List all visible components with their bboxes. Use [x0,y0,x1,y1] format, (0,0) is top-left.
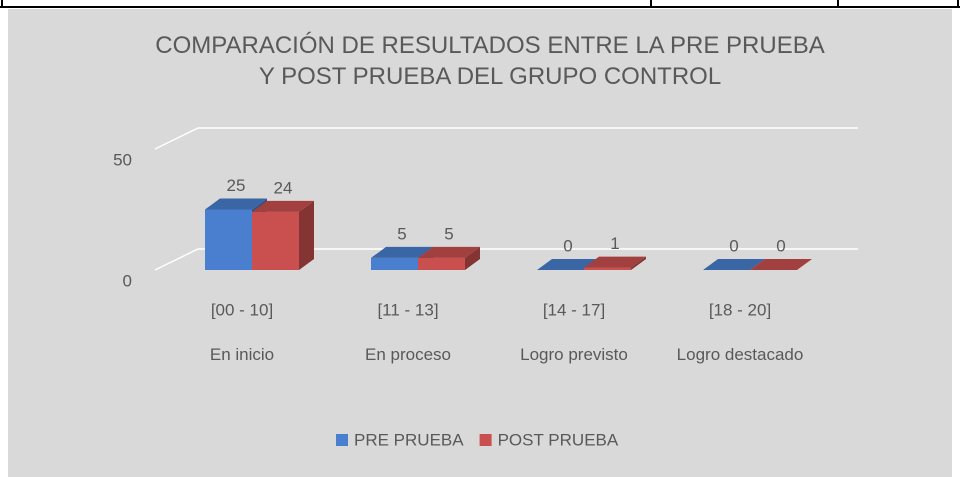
value-label: 1 [610,234,619,253]
value-label: 5 [444,224,453,243]
bar-top [418,246,480,258]
grid-line [154,248,858,271]
value-label: 0 [776,236,785,255]
bar-side [299,200,314,270]
value-label: 24 [274,178,293,197]
y-tick-label: 0 [123,271,132,290]
x-tick-label: [11 - 13] [377,300,438,319]
legend-swatch [336,434,348,446]
bar-top [703,259,765,270]
bar [418,257,465,270]
legend-swatch [479,434,492,446]
value-label: 0 [563,236,572,255]
bar [371,257,418,270]
legend-label: POST PRUEBA [498,430,619,449]
y-tick-label: 50 [113,150,132,169]
x-tick-label: [00 - 10] [211,300,273,319]
legend-label: PRE PRUEBA [354,430,464,449]
x-group-label: En proceso [365,345,451,364]
bar-top [584,256,646,268]
x-tick-label: [18 - 20] [709,300,771,319]
bar-top [371,246,433,258]
x-group-label: En inicio [210,345,274,364]
grid-line [154,127,858,150]
bar-top [205,198,267,210]
chart-title: COMPARACIÓN DE RESULTADOS ENTRE LA PRE P… [155,32,824,90]
x-group-label: Logro destacado [677,345,804,364]
bar-top [537,259,599,270]
bar-top [252,200,314,212]
value-label: 25 [227,176,246,195]
value-label: 0 [729,236,738,255]
x-tick-label: [14 - 17] [543,300,605,319]
value-label: 5 [397,224,406,243]
bar-top [750,259,812,270]
bar [205,209,252,270]
bar-side [631,256,646,270]
bar [584,267,631,270]
x-group-label: Logro previsto [520,345,628,364]
chart-background [8,9,952,477]
bar [252,211,299,270]
bar-side [465,246,480,270]
